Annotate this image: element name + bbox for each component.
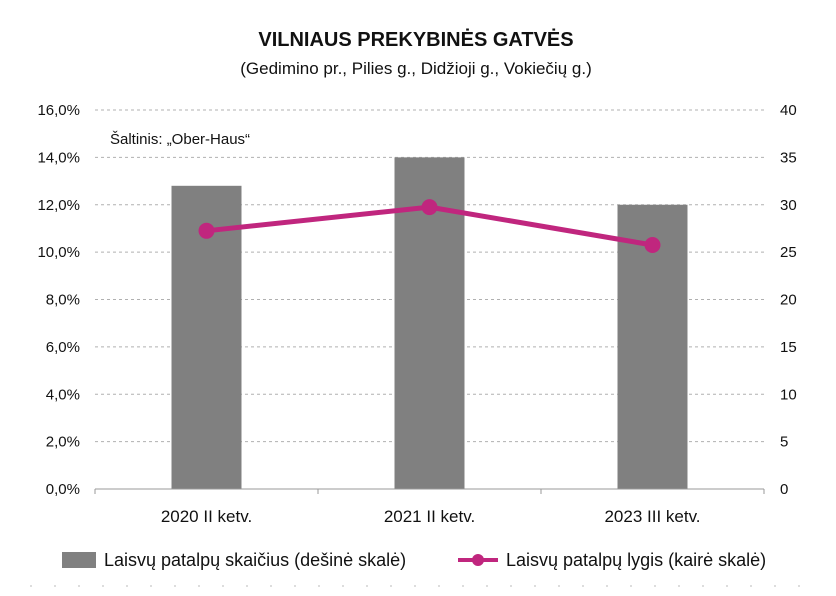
left-tick-label: 4,0% [46,386,80,403]
chart-subtitle: (Gedimino pr., Pilies g., Didžioji g., V… [240,59,591,78]
line-point [644,237,661,254]
line-point [421,199,438,216]
legend-bar-label: Laisvų patalpų skaičius (dešinė skalė) [104,550,406,570]
axes [94,488,765,494]
left-tick-label: 0,0% [46,481,80,498]
chart-title: VILNIAUS PREKYBINĖS GATVĖS [258,28,573,51]
left-tick-label: 14,0% [37,149,80,166]
category-labels: 2020 II ketv. 2021 II ketv. 2023 III ketv. [161,507,701,526]
right-tick-label: 35 [780,149,797,166]
left-tick-label: 10,0% [37,244,80,261]
source-note: Šaltinis: „Ober-Haus“ [110,131,250,148]
right-axis-ticks: 0 5 10 15 20 25 30 35 40 [780,102,797,498]
legend: Laisvų patalpų skaičius (dešinė skalė) L… [62,550,766,570]
line-point [198,222,215,239]
right-tick-label: 20 [780,292,797,309]
legend-line-label: Laisvų patalpų lygis (kairė skalė) [506,550,766,570]
right-tick-label: 5 [780,434,788,451]
right-tick-label: 10 [780,386,797,403]
left-tick-label: 8,0% [46,292,80,309]
left-tick-label: 16,0% [37,102,80,119]
right-tick-label: 30 [780,197,797,214]
right-tick-label: 0 [780,481,788,498]
legend-line-marker [472,554,484,566]
left-axis-ticks: 0,0% 2,0% 4,0% 6,0% 8,0% 10,0% 12,0% 14,0% 16,0% [37,102,80,498]
left-tick-label: 12,0% [37,197,80,214]
category-label: 2023 III ketv. [604,507,700,526]
left-tick-label: 6,0% [46,339,80,356]
legend-bar-swatch [62,552,96,568]
left-tick-label: 2,0% [46,434,80,451]
line-series [198,199,661,254]
right-tick-label: 25 [780,244,797,261]
right-tick-label: 15 [780,339,797,356]
category-label: 2020 II ketv. [161,507,252,526]
category-label: 2021 II ketv. [384,507,475,526]
right-tick-label: 40 [780,102,797,119]
